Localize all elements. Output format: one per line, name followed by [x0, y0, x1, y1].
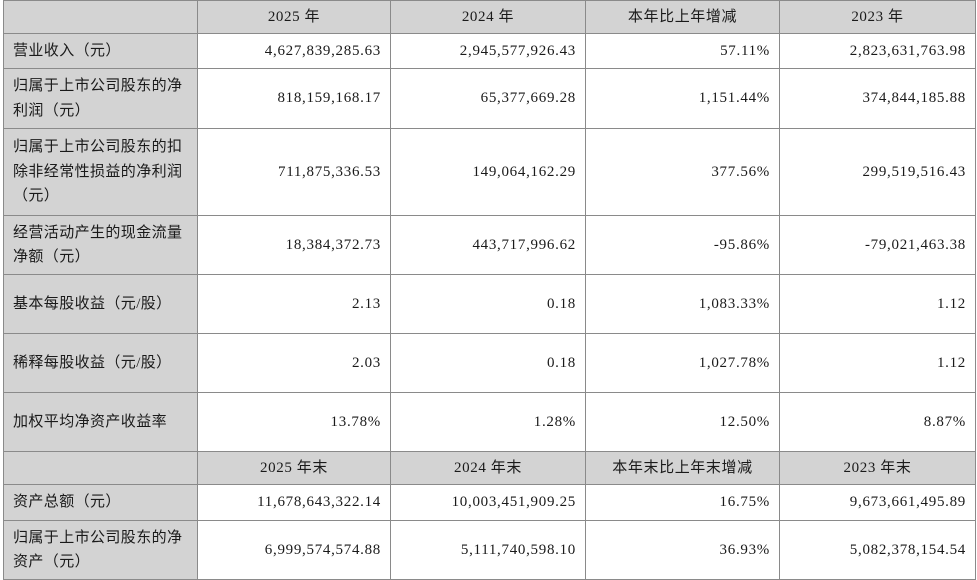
row-label: 稀释每股收益（元/股） — [3, 333, 198, 394]
table-row: 经营活动产生的现金流量净额（元） 18,384,372.73 443,717,9… — [3, 214, 976, 276]
cell-2023-end: 5,082,378,154.54 — [779, 519, 976, 580]
header-cell-label — [3, 0, 198, 34]
header-cell-2025: 2025 年 — [197, 0, 391, 34]
table-row: 基本每股收益（元/股） 2.13 0.18 1,083.33% 1.12 — [3, 274, 976, 335]
cell-2025: 2.13 — [197, 274, 391, 335]
cell-2025: 711,875,336.53 — [197, 127, 391, 216]
table-row: 稀释每股收益（元/股） 2.03 0.18 1,027.78% 1.12 — [3, 333, 976, 394]
cell-2023: 8.87% — [779, 392, 976, 453]
row-label: 归属于上市公司股东的净资产（元） — [3, 519, 198, 580]
cell-2023-end: 9,673,661,495.89 — [779, 484, 976, 521]
table-row: 归属于上市公司股东的净利润（元） 818,159,168.17 65,377,6… — [3, 68, 976, 129]
financial-highlights-sheet: 2025 年 2024 年 本年比上年增减 2023 年 营业收入（元） 4,6… — [3, 0, 976, 580]
table-row: 归属于上市公司股东的净资产（元） 6,999,574,574.88 5,111,… — [3, 519, 976, 580]
header-cell-change: 本年比上年增减 — [585, 0, 780, 34]
header-cell-2023-end: 2023 年末 — [779, 451, 976, 486]
cell-change-end: 16.75% — [585, 484, 780, 521]
table-header-row-year-end: 2025 年末 2024 年末 本年末比上年末增减 2023 年末 — [3, 451, 976, 486]
cell-2023: 2,823,631,763.98 — [779, 32, 976, 70]
cell-change: 377.56% — [585, 127, 780, 216]
header-cell-2025-end: 2025 年末 — [197, 451, 391, 486]
cell-change: -95.86% — [585, 214, 780, 276]
cell-2024: 65,377,669.28 — [390, 68, 586, 129]
table-row: 营业收入（元） 4,627,839,285.63 2,945,577,926.4… — [3, 32, 976, 70]
row-label: 资产总额（元） — [3, 484, 198, 521]
table-row: 加权平均净资产收益率 13.78% 1.28% 12.50% 8.87% — [3, 392, 976, 453]
row-label: 基本每股收益（元/股） — [3, 274, 198, 335]
cell-change: 1,027.78% — [585, 333, 780, 394]
cell-2024: 149,064,162.29 — [390, 127, 586, 216]
cell-2025: 4,627,839,285.63 — [197, 32, 391, 70]
cell-2024-end: 5,111,740,598.10 — [390, 519, 586, 580]
cell-2024: 443,717,996.62 — [390, 214, 586, 276]
row-label: 加权平均净资产收益率 — [3, 392, 198, 453]
row-label: 归属于上市公司股东的净利润（元） — [3, 68, 198, 129]
cell-change: 1,151.44% — [585, 68, 780, 129]
header-cell-label-end — [3, 451, 198, 486]
cell-change: 57.11% — [585, 32, 780, 70]
financial-highlights-table: 2025 年 2024 年 本年比上年增减 2023 年 营业收入（元） 4,6… — [3, 0, 976, 580]
table-header-row-year: 2025 年 2024 年 本年比上年增减 2023 年 — [3, 0, 976, 34]
header-cell-change-end: 本年末比上年末增减 — [585, 451, 780, 486]
cell-2024-end: 10,003,451,909.25 — [390, 484, 586, 521]
table-body: 2025 年 2024 年 本年比上年增减 2023 年 营业收入（元） 4,6… — [3, 0, 976, 580]
cell-2025: 818,159,168.17 — [197, 68, 391, 129]
row-label: 营业收入（元） — [3, 32, 198, 70]
header-cell-2024: 2024 年 — [390, 0, 586, 34]
table-row: 归属于上市公司股东的扣除非经常性损益的净利润（元） 711,875,336.53… — [3, 127, 976, 216]
header-cell-2023: 2023 年 — [779, 0, 976, 34]
cell-change: 12.50% — [585, 392, 780, 453]
cell-2023: -79,021,463.38 — [779, 214, 976, 276]
cell-2023: 1.12 — [779, 274, 976, 335]
row-label: 归属于上市公司股东的扣除非经常性损益的净利润（元） — [3, 127, 198, 216]
cell-2024: 0.18 — [390, 333, 586, 394]
table-row: 资产总额（元） 11,678,643,322.14 10,003,451,909… — [3, 484, 976, 521]
cell-2025: 18,384,372.73 — [197, 214, 391, 276]
row-label: 经营活动产生的现金流量净额（元） — [3, 214, 198, 276]
cell-2024: 0.18 — [390, 274, 586, 335]
cell-change-end: 36.93% — [585, 519, 780, 580]
cell-2023: 299,519,516.43 — [779, 127, 976, 216]
cell-2025-end: 11,678,643,322.14 — [197, 484, 391, 521]
cell-2025: 2.03 — [197, 333, 391, 394]
cell-2025: 13.78% — [197, 392, 391, 453]
cell-2024: 1.28% — [390, 392, 586, 453]
header-cell-2024-end: 2024 年末 — [390, 451, 586, 486]
cell-2025-end: 6,999,574,574.88 — [197, 519, 391, 580]
cell-2024: 2,945,577,926.43 — [390, 32, 586, 70]
cell-change: 1,083.33% — [585, 274, 780, 335]
cell-2023: 374,844,185.88 — [779, 68, 976, 129]
cell-2023: 1.12 — [779, 333, 976, 394]
